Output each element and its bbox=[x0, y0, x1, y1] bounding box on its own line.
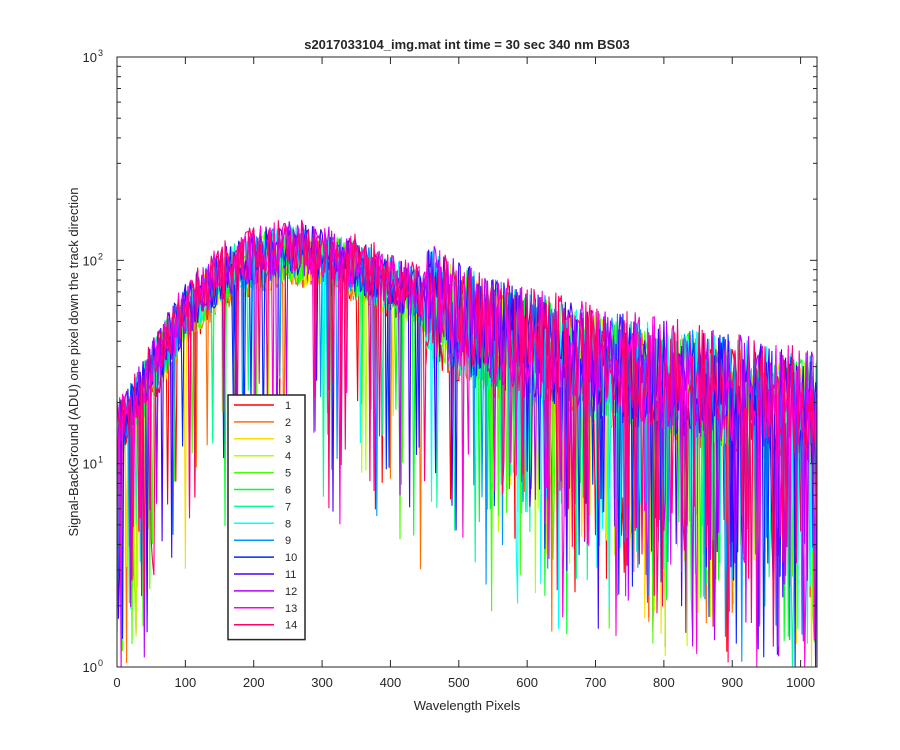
series-line-14 bbox=[117, 219, 817, 663]
x-tick-label: 100 bbox=[175, 675, 197, 690]
y-tick-label: 10 bbox=[83, 253, 97, 268]
x-tick-label: 1000 bbox=[786, 675, 815, 690]
y-tick-exponent: 3 bbox=[98, 48, 103, 58]
legend-label-12: 12 bbox=[285, 586, 297, 598]
legend-label-4: 4 bbox=[285, 451, 291, 463]
legend-box bbox=[227, 394, 306, 641]
legend-label-3: 3 bbox=[285, 434, 291, 446]
x-tick-label: 300 bbox=[311, 675, 333, 690]
y-tick-label: 10 bbox=[83, 660, 97, 675]
legend-label-13: 13 bbox=[285, 603, 297, 615]
legend-label-11: 11 bbox=[285, 569, 296, 581]
y-tick-exponent: 1 bbox=[98, 455, 103, 465]
x-tick-label: 400 bbox=[380, 675, 402, 690]
legend-label-7: 7 bbox=[285, 501, 291, 513]
y-tick-label: 10 bbox=[83, 50, 97, 65]
legend-label-1: 1 bbox=[285, 400, 291, 412]
legend-label-2: 2 bbox=[285, 417, 291, 429]
legend-label-8: 8 bbox=[285, 518, 291, 530]
plot-frame bbox=[116, 56, 818, 668]
legend-label-6: 6 bbox=[285, 485, 291, 497]
x-tick-label: 0 bbox=[113, 675, 120, 690]
x-axis-label: Wavelength Pixels bbox=[414, 698, 521, 713]
x-tick-label: 600 bbox=[516, 675, 538, 690]
y-tick-exponent: 0 bbox=[98, 658, 103, 668]
x-tick-label: 500 bbox=[448, 675, 470, 690]
series-layer bbox=[117, 219, 817, 667]
legend-label-10: 10 bbox=[285, 552, 297, 564]
legend-label-14: 14 bbox=[285, 620, 297, 632]
legend-label-9: 9 bbox=[285, 535, 291, 547]
y-tick-exponent: 2 bbox=[98, 251, 103, 261]
y-tick-label: 10 bbox=[83, 457, 97, 472]
chart-title: s2017033104_img.mat int time = 30 sec 34… bbox=[304, 37, 630, 52]
x-tick-label: 900 bbox=[721, 675, 743, 690]
y-axis-label: Signal-BackGround (ADU) one pixel down t… bbox=[66, 187, 81, 536]
x-tick-label: 800 bbox=[653, 675, 675, 690]
x-tick-label: 700 bbox=[585, 675, 607, 690]
legend-label-5: 5 bbox=[285, 468, 291, 480]
x-tick-label: 200 bbox=[243, 675, 265, 690]
